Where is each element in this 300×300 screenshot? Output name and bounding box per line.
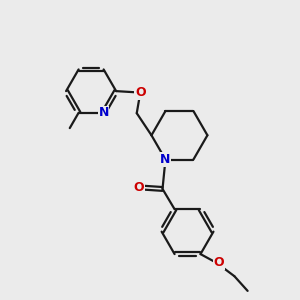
Text: N: N	[160, 153, 171, 166]
Text: O: O	[135, 86, 146, 99]
Text: O: O	[134, 181, 144, 194]
Text: N: N	[98, 106, 109, 119]
Text: O: O	[214, 256, 224, 269]
